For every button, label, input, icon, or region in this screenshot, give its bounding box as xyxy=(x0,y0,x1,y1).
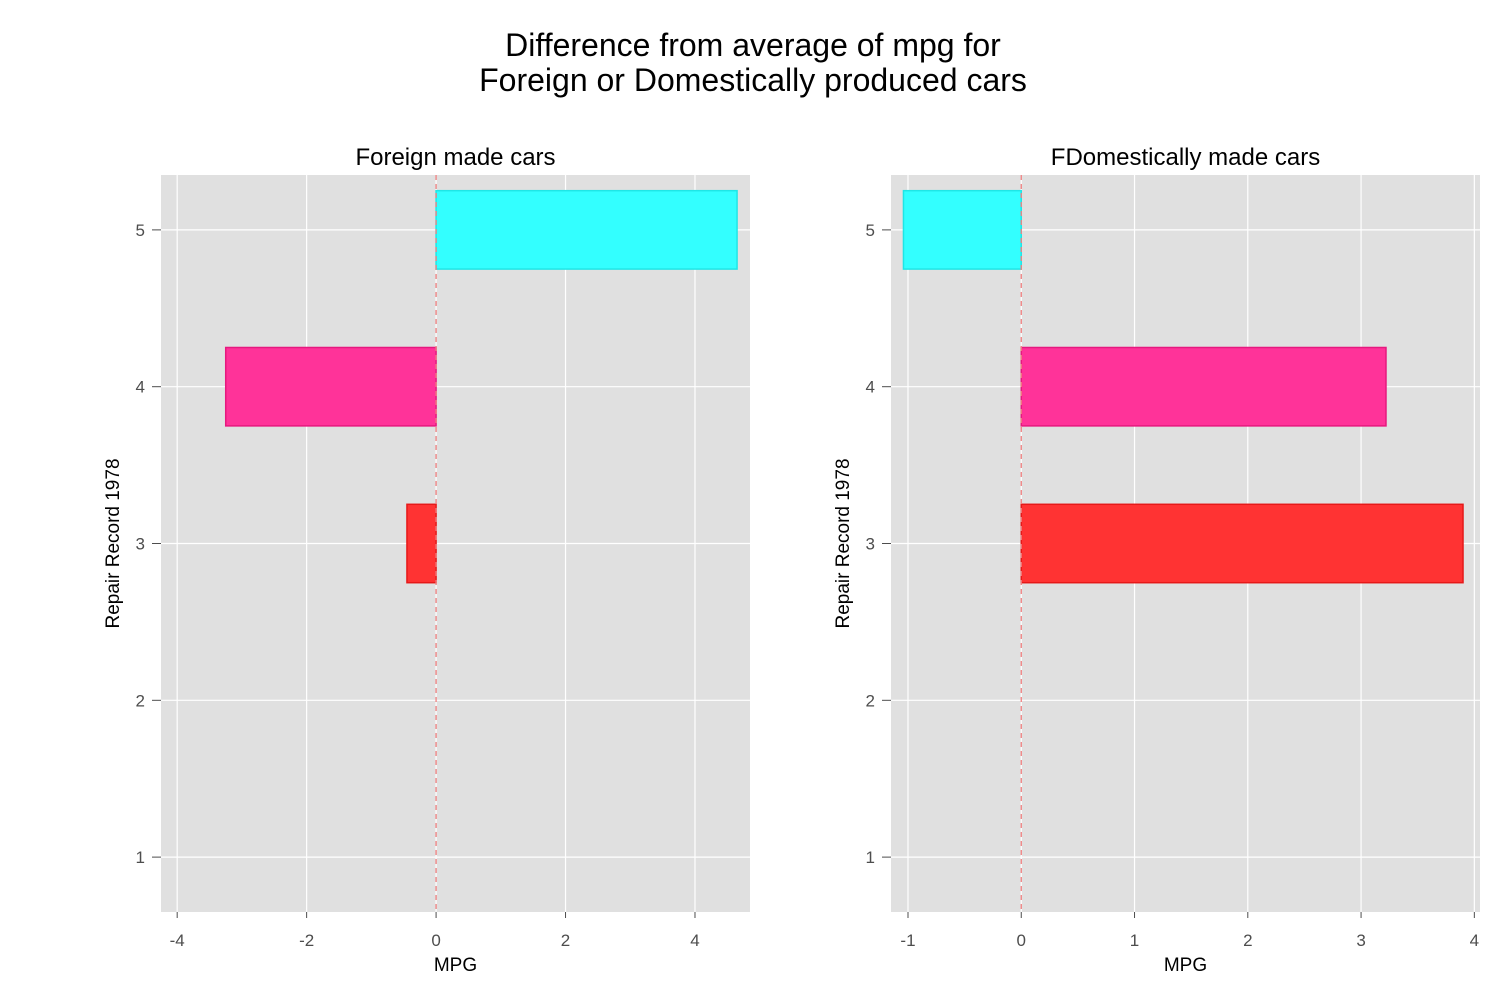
y-tick-label: 1 xyxy=(866,848,875,867)
x-tick-label: 1 xyxy=(1130,931,1139,950)
panel-title: FDomestically made cars xyxy=(1051,144,1320,171)
bar-repair-4 xyxy=(1020,346,1387,427)
x-tick-label: -2 xyxy=(299,931,314,950)
y-tick-label: 2 xyxy=(136,691,145,710)
chart-title-line-1: Difference from average of mpg for xyxy=(505,27,1001,63)
x-tick-label: 2 xyxy=(1243,931,1252,950)
x-tick-label: 0 xyxy=(431,931,440,950)
x-tick-label: 0 xyxy=(1017,931,1026,950)
y-tick-label: 5 xyxy=(866,221,875,240)
panel-title: Foreign made cars xyxy=(355,144,555,171)
y-axis-label: Repair Record 1978 xyxy=(833,458,854,628)
x-tick-label: 3 xyxy=(1356,931,1365,950)
x-axis-label: MPG xyxy=(434,955,477,976)
x-tick-label: 2 xyxy=(561,931,570,950)
bar-repair-5 xyxy=(902,189,1023,270)
y-axis-label: Repair Record 1978 xyxy=(103,458,124,628)
x-tick-label: 4 xyxy=(1470,931,1479,950)
y-tick-label: 3 xyxy=(866,535,875,554)
y-tick-label: 2 xyxy=(866,691,875,710)
y-tick-label: 4 xyxy=(136,378,145,397)
bar-repair-5 xyxy=(435,189,738,270)
y-tick-label: 1 xyxy=(136,848,145,867)
x-tick-label: -1 xyxy=(900,931,915,950)
y-tick-label: 3 xyxy=(136,535,145,554)
x-tick-label: 4 xyxy=(690,931,699,950)
chart-title-line-2: Foreign or Domestically produced cars xyxy=(479,62,1027,98)
y-tick-label: 4 xyxy=(866,378,875,397)
x-axis-label: MPG xyxy=(1164,955,1207,976)
panel-1: -4 -2 0 2 4 1 2 3 4 5 Foreign made cars MPG Repair R… xyxy=(103,144,750,976)
x-tick-label: -4 xyxy=(170,931,185,950)
panel-2: -1 0 1 2 3 4 1 2 3 4 5 FDomestically made cars MPG Re… xyxy=(833,144,1480,976)
bar-repair-3 xyxy=(1020,503,1464,584)
y-tick-label: 5 xyxy=(136,221,145,240)
bar-repair-3 xyxy=(406,503,437,584)
bar-repair-4 xyxy=(224,346,437,427)
